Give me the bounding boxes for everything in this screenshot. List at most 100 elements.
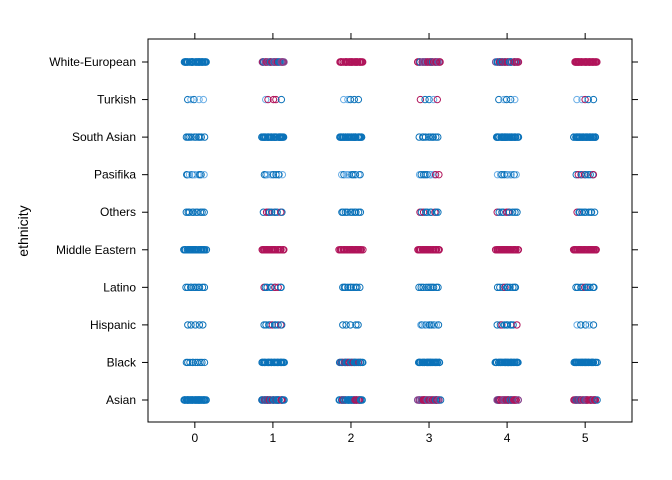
data-point <box>578 283 587 292</box>
data-point <box>187 133 195 141</box>
data-point <box>436 58 444 66</box>
data-point <box>425 95 433 104</box>
data-point <box>503 321 512 329</box>
data-point <box>510 58 518 66</box>
data-point <box>585 321 593 329</box>
data-point <box>593 396 601 404</box>
data-point <box>435 246 443 254</box>
data-point <box>340 170 348 179</box>
data-point <box>198 358 206 367</box>
data-point <box>574 283 582 292</box>
data-point <box>589 95 598 104</box>
data-point <box>268 133 276 141</box>
data-point <box>582 208 590 216</box>
data-point <box>415 283 423 292</box>
data-point <box>185 133 193 141</box>
data-point <box>354 358 362 367</box>
data-point <box>197 133 206 141</box>
data-point <box>509 321 517 329</box>
data-point <box>590 283 598 292</box>
data-point <box>417 283 425 292</box>
data-point <box>419 133 427 141</box>
data-point <box>499 283 507 292</box>
data-point <box>513 208 521 216</box>
data-point <box>434 133 442 141</box>
data-point <box>277 246 285 254</box>
data-point <box>504 170 513 179</box>
data-point <box>263 170 272 179</box>
data-point <box>269 170 278 179</box>
data-point <box>435 396 443 404</box>
data-point <box>280 396 288 404</box>
data-point <box>423 170 431 179</box>
data-point <box>592 246 600 254</box>
data-point <box>507 321 515 329</box>
data-point <box>581 95 589 104</box>
data-point <box>263 283 271 292</box>
data-point <box>429 95 438 104</box>
data-point <box>195 95 203 104</box>
data-point <box>589 170 598 179</box>
data-point <box>200 208 208 216</box>
data-point <box>265 208 274 216</box>
data-point <box>353 283 361 292</box>
data-point <box>352 208 360 216</box>
data-point <box>584 95 592 104</box>
data-point <box>275 396 283 404</box>
data-point <box>508 208 517 216</box>
x-tick-label: 0 <box>191 431 198 445</box>
data-point <box>512 246 520 254</box>
data-point <box>200 133 209 141</box>
data-point <box>274 321 282 329</box>
data-point <box>423 208 431 216</box>
data-point <box>435 170 443 179</box>
data-point <box>514 358 522 367</box>
data-point <box>191 321 200 329</box>
data-point <box>196 358 204 367</box>
data-point <box>359 58 367 66</box>
data-point <box>198 283 207 292</box>
data-point <box>357 133 366 141</box>
data-point <box>344 283 352 292</box>
y-tick-label: Black <box>107 355 137 369</box>
data-point <box>512 170 520 179</box>
data-point <box>198 208 206 216</box>
data-point <box>200 358 209 367</box>
data-point <box>359 358 367 367</box>
y-tick-label: Asian <box>106 393 136 407</box>
y-tick-label: Latino <box>103 280 136 294</box>
data-point <box>581 321 590 329</box>
y-tick-label: Turkish <box>97 93 136 107</box>
data-point <box>429 133 437 141</box>
data-point <box>502 95 511 104</box>
data-point <box>359 246 367 254</box>
data-point <box>593 358 601 367</box>
data-point <box>434 321 443 329</box>
plot-frame <box>147 38 633 423</box>
data-point <box>278 170 287 179</box>
data-point <box>577 321 585 329</box>
x-tick-label: 2 <box>348 431 355 445</box>
y-tick-label: Others <box>100 205 136 219</box>
data-point <box>507 170 515 179</box>
data-point <box>419 283 427 292</box>
data-point <box>419 208 428 216</box>
data-point <box>436 396 445 404</box>
data-point <box>501 283 509 292</box>
data-point <box>269 95 278 104</box>
data-point <box>514 246 522 254</box>
x-tick-label: 3 <box>426 431 433 445</box>
data-point <box>416 95 425 104</box>
y-tick-label: Pasifika <box>94 168 136 182</box>
data-point <box>495 95 503 104</box>
data-point <box>514 58 523 66</box>
data-point <box>266 321 274 329</box>
data-point <box>573 321 581 329</box>
data-point <box>189 208 197 216</box>
data-point <box>593 58 601 66</box>
data-point <box>275 170 283 179</box>
data-point <box>493 58 501 66</box>
data-point <box>589 321 598 329</box>
